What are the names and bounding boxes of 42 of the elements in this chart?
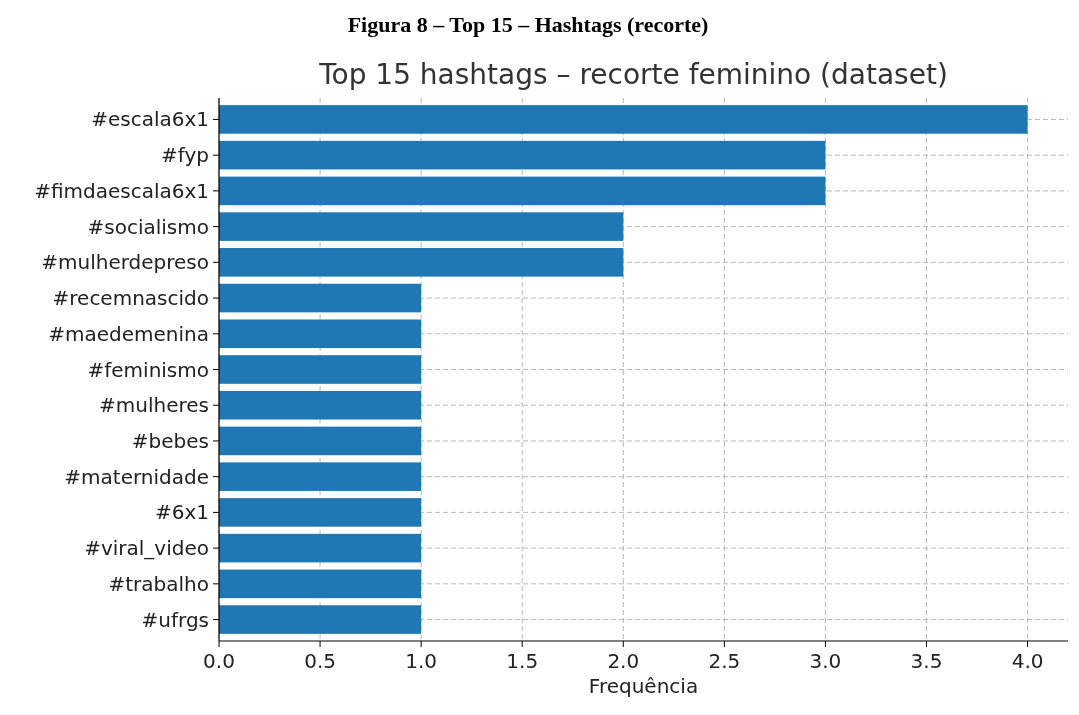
bar (219, 533, 422, 563)
x-tick-label: 0.0 (203, 649, 235, 673)
x-tick-label: 3.0 (809, 649, 842, 673)
x-tick-label: 1.0 (405, 649, 438, 673)
bar (219, 176, 826, 206)
bar (219, 283, 422, 313)
y-tick-label: #recemnascido (52, 286, 209, 311)
bar (219, 355, 422, 384)
bar (219, 569, 422, 599)
x-tick-label: 0.5 (304, 649, 336, 673)
x-tick-label: 2.0 (607, 649, 640, 673)
x-tick-label: 1.5 (506, 649, 539, 673)
y-tick-label: #escala6x1 (91, 107, 209, 132)
y-tick-label: #viral_video (84, 536, 209, 561)
bar (219, 248, 624, 277)
y-tick-label: #fyp (161, 143, 209, 168)
x-axis-title: Frequência (588, 674, 699, 698)
bar (219, 462, 422, 491)
y-tick-label: #mulheres (99, 393, 209, 418)
bar (219, 319, 422, 349)
x-tick-label: 3.5 (910, 649, 943, 673)
y-tick-label: #fimdaescala6x1 (34, 178, 209, 203)
bar (219, 498, 422, 527)
bar (219, 212, 624, 241)
bar (219, 605, 422, 634)
y-tick-label: #6x1 (154, 500, 209, 525)
x-tick-label: 2.5 (708, 649, 741, 673)
bar (219, 390, 422, 420)
y-tick-label: #ufrgs (141, 607, 209, 632)
bar (219, 140, 826, 170)
y-tick-label: #maedemenina (48, 321, 209, 346)
y-tick-label: #bebes (131, 428, 209, 453)
x-tick-label: 4.0 (1011, 649, 1044, 673)
y-tick-label: #feminismo (87, 357, 209, 382)
y-tick-label: #socialismo (87, 214, 209, 239)
bar (219, 105, 1028, 134)
chart-subtitle: Top 15 hashtags – recorte feminino (dataset) (318, 58, 948, 91)
y-tick-label: #maternidade (64, 464, 209, 489)
bar (219, 426, 422, 456)
chart-title: Figura 8 – Top 15 – Hashtags (recorte) (347, 12, 709, 37)
y-tick-label: #trabalho (108, 571, 209, 596)
y-tick-label: #mulherdepreso (41, 250, 209, 275)
